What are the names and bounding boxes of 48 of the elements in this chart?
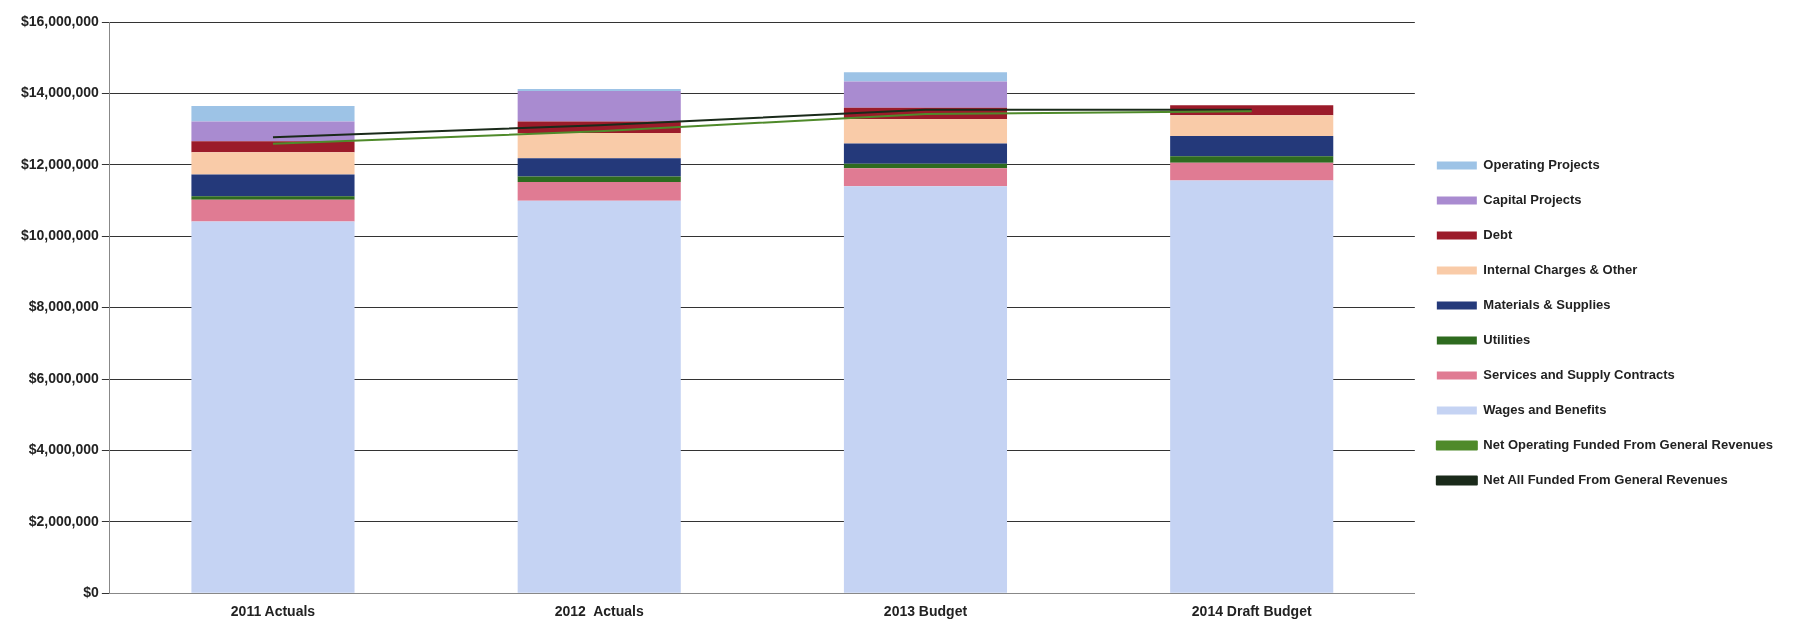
x-tick-label: 2011 Actuals [230, 603, 316, 620]
y-tick-label: $14,000,000 [21, 84, 100, 101]
legend-label: Net All Funded From General Revenues [1483, 472, 1728, 488]
legend-label: Operating Projects [1483, 157, 1600, 173]
bar [843, 72, 1008, 82]
y-tick-label: $8,000,000 [28, 298, 100, 315]
bar [517, 158, 681, 177]
y-tick-label: $2,000,000 [28, 512, 100, 529]
bar [843, 186, 1008, 593]
x-tick-label: 2013 Budget [883, 603, 968, 620]
x-tick-label: 2014 Draft Budget [1191, 603, 1312, 620]
bar [843, 168, 1008, 187]
legend-label: Materials & Supplies [1483, 297, 1611, 313]
bar [191, 121, 355, 142]
bar [191, 105, 355, 122]
y-tick-label: $16,000,000 [21, 12, 100, 29]
legend-label: Debt [1483, 227, 1513, 243]
y-tick-label: $4,000,000 [28, 441, 100, 458]
bar [1170, 115, 1334, 136]
bar [843, 81, 1008, 108]
legend-label: Utilities [1483, 332, 1531, 348]
bar [191, 199, 355, 222]
bar [1170, 156, 1334, 163]
legend-label: Wages and Benefits [1483, 402, 1607, 418]
bar [191, 196, 355, 200]
bar [517, 90, 681, 122]
bar [517, 133, 681, 159]
y-tick-label: $12,000,000 [21, 155, 100, 172]
legend-label: Internal Charges & Other [1483, 262, 1638, 278]
y-tick-label: $0 [83, 584, 100, 601]
bar [517, 200, 681, 593]
bar [843, 143, 1008, 164]
bar [1170, 135, 1334, 157]
bar [191, 174, 355, 197]
bar [191, 141, 355, 153]
bar [1170, 180, 1334, 593]
legend-label: Net Operating Funded From General Revenues [1483, 437, 1773, 453]
bar [517, 181, 681, 201]
y-tick-label: $10,000,000 [21, 227, 100, 244]
bar [191, 152, 355, 175]
y-tick-label: $6,000,000 [28, 369, 100, 386]
legend-label: Services and Supply Contracts [1483, 367, 1675, 383]
bar [517, 176, 681, 182]
x-tick-label: 2012 Actuals [554, 603, 644, 620]
bar [843, 119, 1008, 144]
bar [1170, 162, 1334, 181]
bar [191, 221, 355, 593]
legend-label: Capital Projects [1483, 192, 1582, 208]
